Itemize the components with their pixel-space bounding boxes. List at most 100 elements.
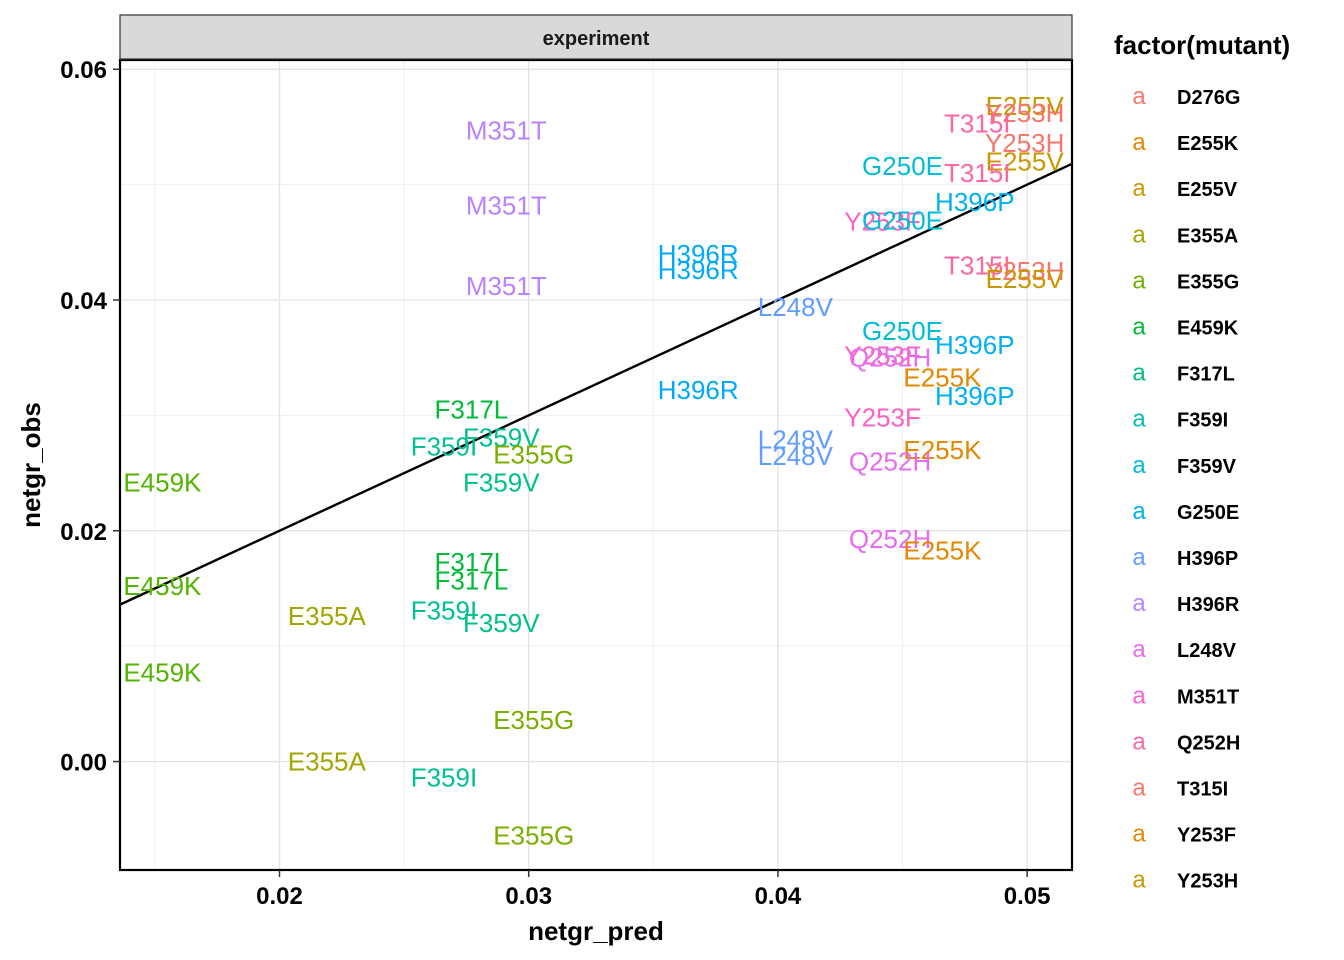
point-label: Y253H <box>985 98 1065 128</box>
point-label: E355A <box>288 747 367 777</box>
legend-item-label: E355A <box>1177 225 1238 247</box>
legend-item: a E459K <box>1132 314 1238 341</box>
point-label: G250E <box>862 316 943 346</box>
facet-strip-label: experiment <box>543 28 650 50</box>
point-label: L248V <box>758 292 834 322</box>
grid-lines <box>120 60 1072 870</box>
point-label: M351T <box>466 190 547 220</box>
legend-key-glyph: a <box>1132 775 1146 802</box>
legend-key-glyph: a <box>1132 314 1146 341</box>
y-tick-label: 0.00 <box>60 750 107 777</box>
point-label: E255K <box>903 535 982 565</box>
point-label: T315I <box>944 158 1011 188</box>
point-label: H396P <box>935 187 1015 217</box>
legend-item: a H396P <box>1132 544 1238 571</box>
x-tick-label: 0.04 <box>755 883 802 910</box>
point-label: T315I <box>944 108 1011 138</box>
point-label: E355A <box>288 601 367 631</box>
legend-item-label: E355G <box>1177 271 1239 293</box>
legend-item: a Y253H <box>1132 867 1238 894</box>
y-tick-label: 0.02 <box>60 519 107 546</box>
point-label: F359V <box>463 608 540 638</box>
point-label: Q252H <box>849 447 931 477</box>
point-label: H396P <box>935 381 1015 411</box>
legend-item: a M351T <box>1132 682 1239 709</box>
legend-item-label: E255V <box>1177 179 1238 201</box>
legend-item: a E355G <box>1132 267 1239 294</box>
legend-key-glyph: a <box>1132 175 1146 202</box>
legend-item: a Y253F <box>1132 821 1236 848</box>
point-label: F317L <box>435 565 509 595</box>
legend-item-label: T315I <box>1177 779 1228 801</box>
legend-title: factor(mutant) <box>1114 30 1290 60</box>
point-label: M351T <box>466 115 547 145</box>
panel-border <box>118 58 1074 872</box>
legend-item: a F359V <box>1132 452 1236 479</box>
legend-key-glyph: a <box>1132 682 1146 709</box>
legend-item-label: M351T <box>1177 686 1239 708</box>
legend-items: a D276G a E255K a E255V a E355A a E355G a E459K a F31… <box>1132 83 1240 894</box>
legend-item-label: F317L <box>1177 364 1235 386</box>
point-label: G250E <box>862 205 943 235</box>
fit-line-layer <box>119 162 1073 606</box>
legend-item-label: G250E <box>1177 502 1239 524</box>
point-label: E355G <box>493 705 574 735</box>
legend-item: a G250E <box>1132 498 1239 525</box>
legend-key-glyph: a <box>1132 498 1146 525</box>
legend-item-label: F359V <box>1177 456 1237 478</box>
x-tick-label: 0.02 <box>256 883 303 910</box>
point-label: Q252H <box>849 524 931 554</box>
legend-key-glyph: a <box>1132 452 1146 479</box>
legend-item: a F317L <box>1132 360 1234 387</box>
legend-key-glyph: a <box>1132 636 1146 663</box>
point-label: Y253H <box>985 128 1065 158</box>
point-label: H396R <box>658 255 739 285</box>
point-label: E255V <box>986 147 1065 177</box>
point-label: L248V <box>758 441 834 471</box>
point-label: F317L <box>435 395 509 425</box>
legend-key-glyph: a <box>1132 728 1146 755</box>
legend-item-label: H396P <box>1177 548 1238 570</box>
legend-key-glyph: a <box>1132 544 1146 571</box>
point-label: H396R <box>658 375 739 405</box>
point-label: L248V <box>758 425 834 455</box>
point-label: E459K <box>123 571 202 601</box>
legend-item-label: Y253H <box>1177 871 1238 893</box>
legend-key-glyph: a <box>1132 267 1146 294</box>
legend-key-glyph: a <box>1132 590 1146 617</box>
point-label: M351T <box>466 271 547 301</box>
legend-item: a F359I <box>1132 406 1228 433</box>
legend-item: a E255K <box>1132 129 1238 156</box>
facet-strip: experiment <box>119 14 1073 60</box>
legend-key-glyph: a <box>1132 406 1146 433</box>
y-axis-ticks: 0.00 0.02 0.04 0.06 <box>60 57 120 777</box>
point-label: E255V <box>986 264 1065 294</box>
legend-item: a T315I <box>1132 775 1228 802</box>
legend-item: a D276G <box>1132 83 1240 110</box>
point-label: T315I <box>944 250 1011 280</box>
legend-key-glyph: a <box>1132 867 1146 894</box>
legend-item-label: D276G <box>1177 87 1240 109</box>
legend-item-label: E459K <box>1177 318 1239 340</box>
point-label: E255K <box>903 362 982 392</box>
legend-key-glyph: a <box>1132 360 1146 387</box>
point-label: F359I <box>411 763 478 793</box>
legend-key-glyph: a <box>1132 83 1146 110</box>
point-label: F317L <box>435 547 509 577</box>
legend-item: a Q252H <box>1132 728 1240 755</box>
point-label: Y253H <box>985 256 1065 286</box>
legend-key-glyph: a <box>1132 821 1146 848</box>
x-axis-ticks: 0.02 0.03 0.04 0.05 <box>256 870 1051 910</box>
legend-item-label: E255K <box>1177 133 1239 155</box>
point-label: E355G <box>493 440 574 470</box>
legend-item-label: Q252H <box>1177 732 1240 754</box>
y-tick-label: 0.06 <box>60 57 107 84</box>
point-label: G250E <box>862 151 943 181</box>
point-label: Y253F <box>844 207 921 237</box>
point-label: E255V <box>986 91 1065 121</box>
point-label: E459K <box>123 658 202 688</box>
legend-key-glyph: a <box>1132 221 1146 248</box>
